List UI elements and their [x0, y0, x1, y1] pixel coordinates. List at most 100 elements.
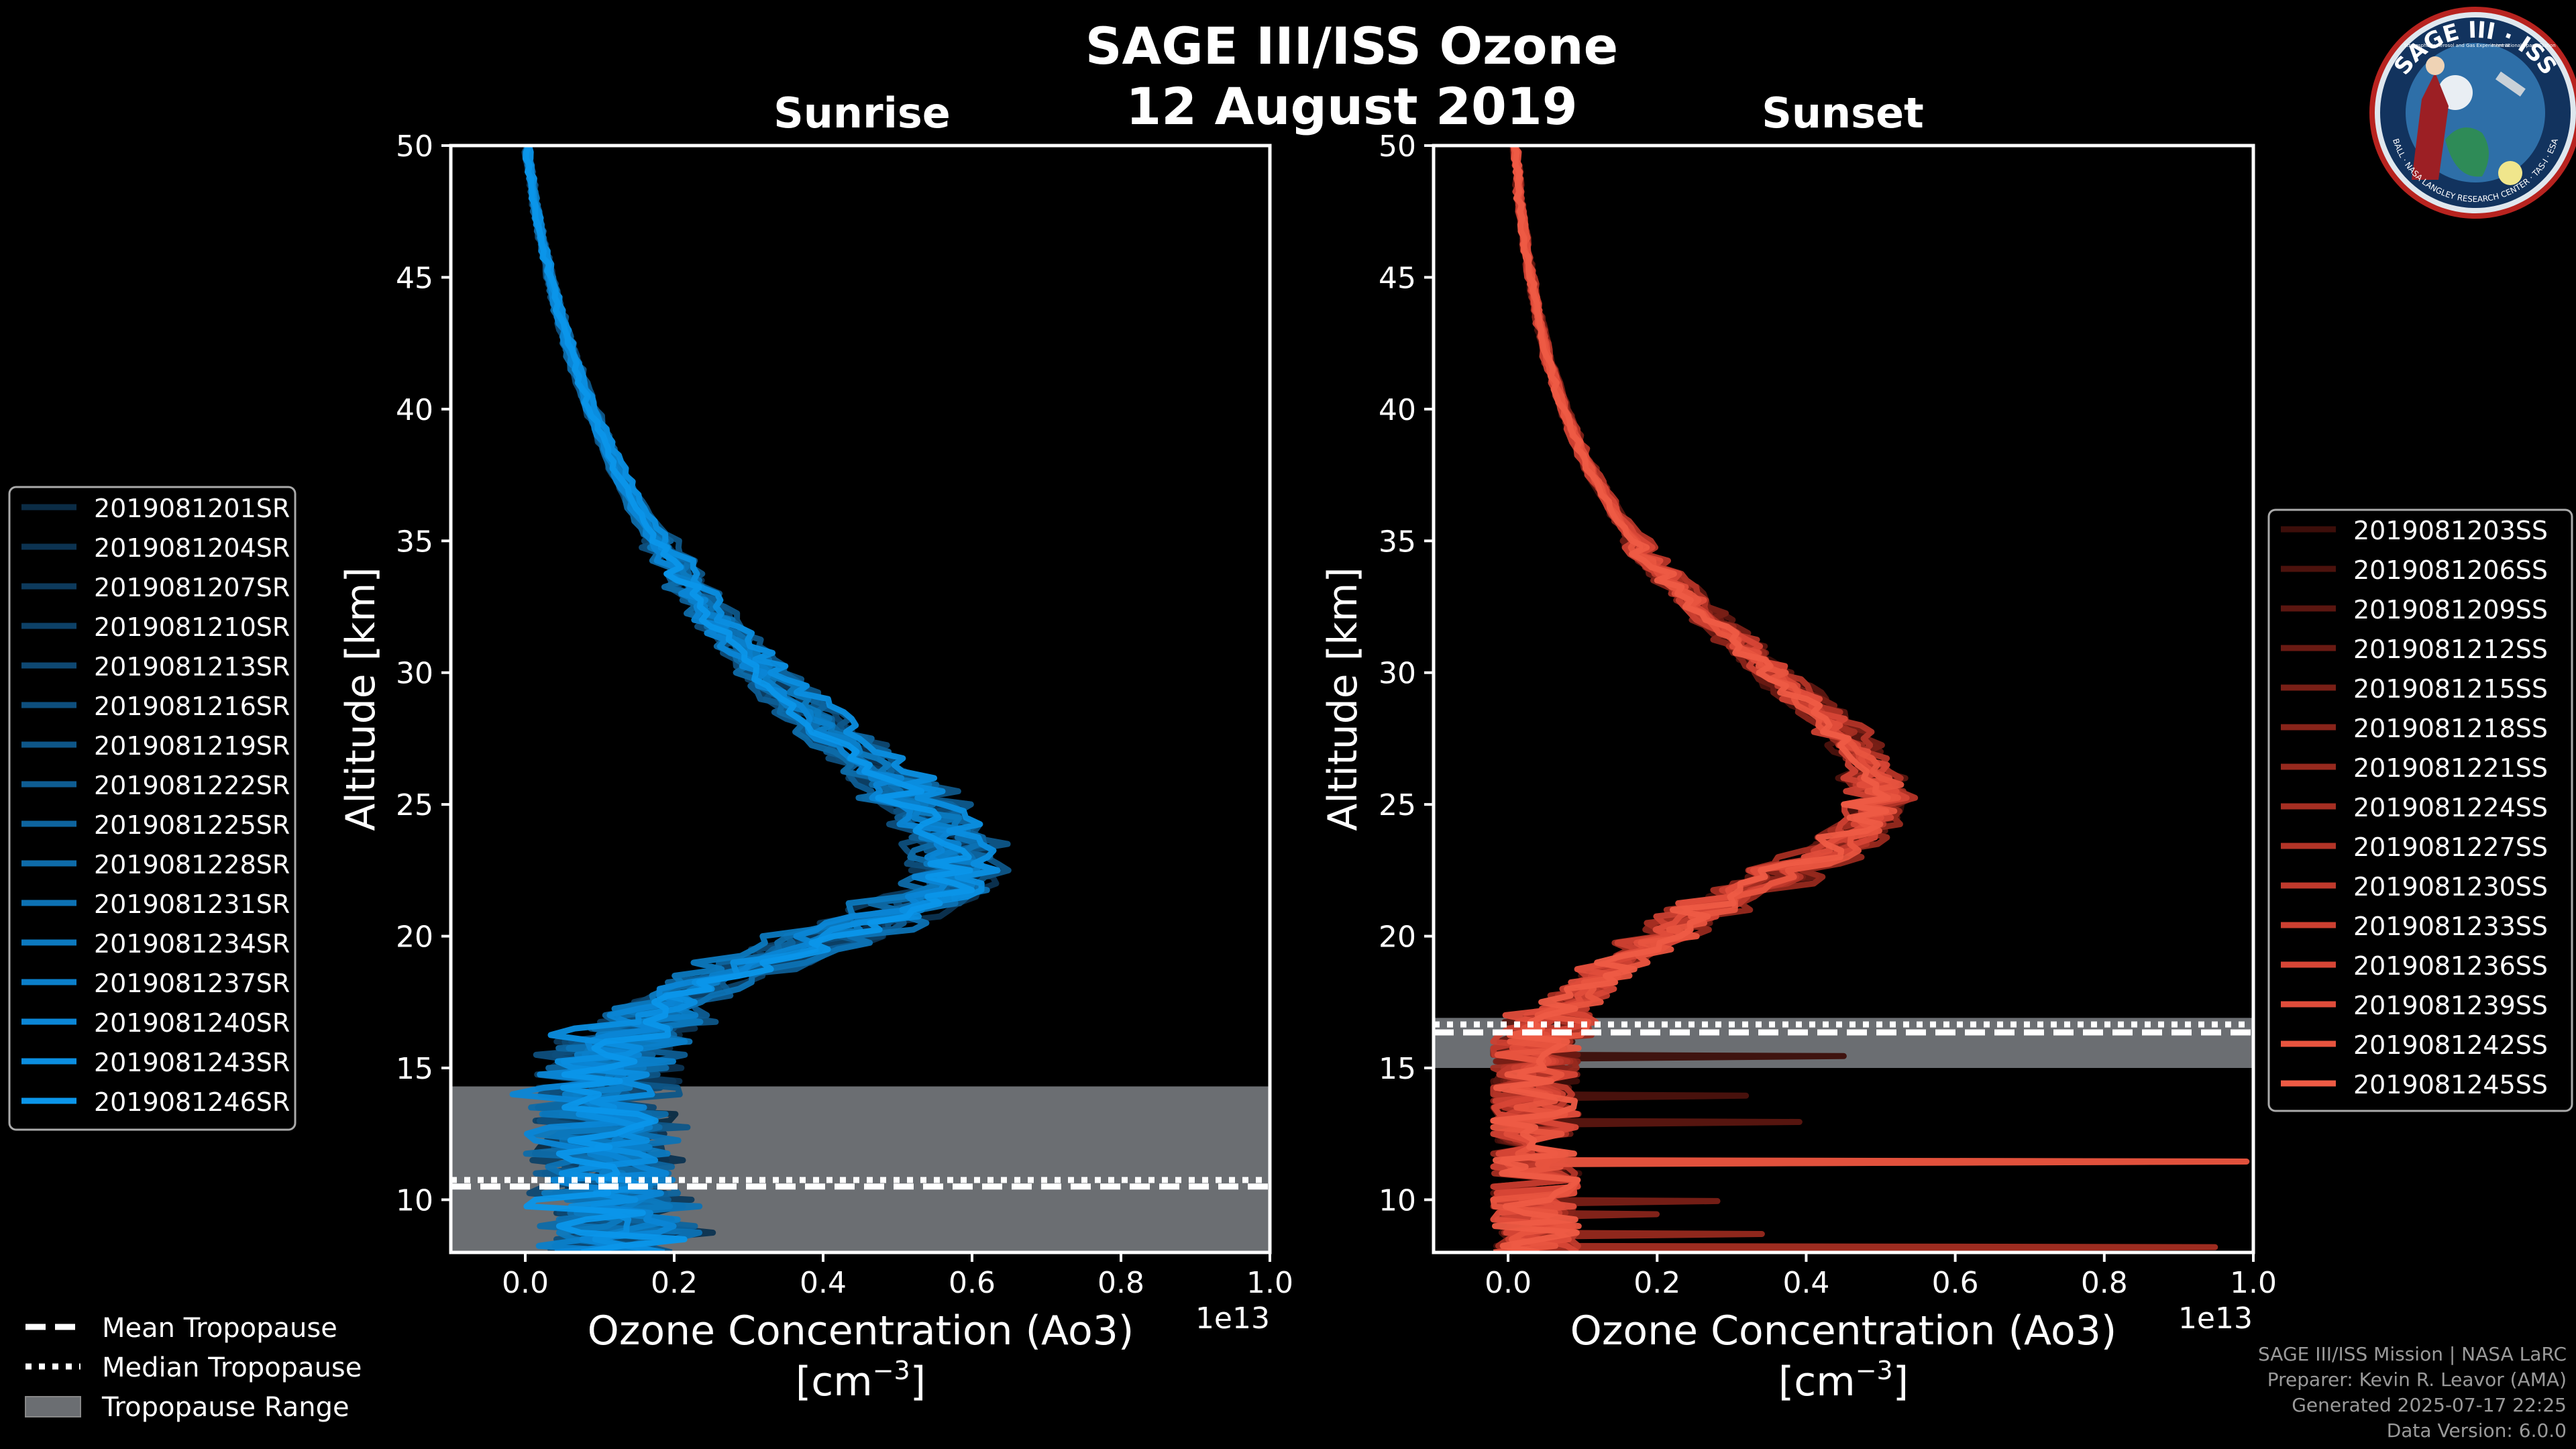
sunset-x-axis-unit: [cm−3]	[1778, 1356, 1909, 1405]
sunset-y-tick-label: 15	[1379, 1052, 1416, 1086]
sunrise-legend-label: 2019081204SR	[94, 533, 290, 563]
sunrise-y-tick-label: 50	[396, 129, 433, 164]
sunset-y-tick-label: 40	[1379, 393, 1416, 427]
sunrise-panel-title: Sunrise	[773, 89, 951, 138]
sunrise-legend: 2019081201SR 2019081204SR 2019081207SR 2019…	[8, 486, 297, 1131]
credits-generated: Generated 2025-07-17 22:25	[2292, 1394, 2567, 1416]
sunset-x-tick-label: 1.0	[2230, 1266, 2277, 1300]
tropopause-range-swatch	[25, 1396, 81, 1417]
sunrise-y-axis-label: Altitude [km]	[337, 567, 384, 831]
sunset-y-tick-label: 10	[1379, 1183, 1416, 1218]
sunrise-x-axis: 0.0 0.2 0.4 0.6 0.8 1.0	[502, 1252, 1293, 1300]
sunrise-legend-label: 2019081237SR	[94, 969, 290, 998]
sunrise-x-tick-label: 0.0	[502, 1266, 549, 1300]
sunrise-legend-label: 2019081243SR	[94, 1048, 290, 1077]
sunrise-legend-label: 2019081228SR	[94, 850, 290, 879]
sunset-legend-label: 2019081245SS	[2353, 1070, 2548, 1099]
sunset-legend-label: 2019081221SS	[2353, 753, 2548, 783]
sunset-legend-label: 2019081209SS	[2353, 595, 2548, 625]
sunset-panel-title: Sunset	[1762, 89, 1924, 138]
sunset-legend-label: 2019081227SS	[2353, 833, 2548, 862]
tropopause-legend: Mean Tropopause Median Tropopause Tropop…	[25, 1313, 362, 1423]
sunset-y-axis-label: Altitude [km]	[1320, 567, 1366, 831]
sunset-legend-frame	[2267, 508, 2573, 1112]
sunrise-y-tick-label: 25	[396, 788, 433, 822]
sunset-y-tick-label: 35	[1379, 525, 1416, 559]
sunset-y-tick-label: 30	[1379, 657, 1416, 691]
sunrise-y-tick-label: 35	[396, 525, 433, 559]
sunset-y-tick-label: 20	[1379, 920, 1416, 955]
sunset-legend: 2019081203SS 2019081206SS 2019081209SS 2019…	[2267, 508, 2573, 1112]
sunset-series-2019081245SS	[1490, 146, 1891, 1252]
credits-mission: SAGE III/ISS Mission | NASA LaRC	[2258, 1343, 2567, 1365]
sunrise-y-tick-label: 15	[396, 1052, 433, 1086]
sunrise-legend-label: 2019081231SR	[94, 890, 290, 919]
sunrise-legend-label: 2019081222SR	[94, 771, 290, 800]
sunset-y-tick-label: 25	[1379, 788, 1416, 822]
sunrise-x-tick-label: 0.8	[1097, 1266, 1144, 1300]
sunrise-x-axis-unit: [cm−3]	[796, 1356, 926, 1405]
sunset-legend-label: 2019081239SS	[2353, 991, 2548, 1020]
credits-block: SAGE III/ISS Mission | NASA LaRC Prepare…	[2258, 1342, 2567, 1444]
sunset-legend-label: 2019081233SS	[2353, 912, 2548, 941]
sunrise-legend-label: 2019081207SR	[94, 573, 290, 602]
sage-iii-iss-logo: SAGE III · ISS BALL · NASA LANGLEY RESEA…	[2369, 7, 2576, 219]
sunset-x-axis-label: Ozone Concentration (Ao3)	[1570, 1307, 2117, 1354]
sunrise-legend-label: 2019081216SR	[94, 692, 290, 721]
sunrise-y-tick-label: 40	[396, 393, 433, 427]
sunset-legend-label: 2019081203SS	[2353, 516, 2548, 545]
sunset-axes-frame	[1432, 144, 2255, 1254]
sunset-x-tick-label: 0.0	[1485, 1266, 1532, 1300]
sunset-legend-label: 2019081230SS	[2353, 872, 2548, 902]
mean-tropopause-label: Mean Tropopause	[102, 1313, 337, 1344]
credits-preparer: Preparer: Kevin R. Leavor (AMA)	[2267, 1368, 2567, 1391]
sunset-x-tick-label: 0.8	[2081, 1266, 2128, 1300]
sunrise-plot-area	[451, 146, 1270, 1252]
sunset-legend-label: 2019081236SS	[2353, 951, 2548, 981]
sunrise-y-tick-label: 20	[396, 920, 433, 955]
sunset-x-tick-label: 0.4	[1782, 1266, 1829, 1300]
sunset-y-tick-label: 45	[1379, 261, 1416, 295]
credits-version: Data Version: 6.0.0	[2386, 1419, 2567, 1442]
sunset-legend-label: 2019081206SS	[2353, 555, 2548, 585]
sunrise-legend-label: 2019081213SR	[94, 652, 290, 682]
sunrise-legend-label: 2019081210SR	[94, 612, 290, 642]
figure-title-line1: SAGE III/ISS Ozone	[1085, 16, 1618, 76]
sunrise-legend-label: 2019081225SR	[94, 810, 290, 840]
sunrise-legend-label: 2019081219SR	[94, 731, 290, 761]
sunset-legend-label: 2019081212SS	[2353, 635, 2548, 664]
sunrise-legend-label: 2019081240SR	[94, 1008, 290, 1038]
sunrise-series-2019081246SR	[523, 146, 975, 1252]
sunrise-x-tick-label: 0.6	[949, 1266, 996, 1300]
sunrise-y-tick-label: 10	[396, 1183, 433, 1218]
sunset-legend-label: 2019081215SS	[2353, 674, 2548, 704]
median-tropopause-label: Median Tropopause	[102, 1352, 362, 1383]
sunrise-y-tick-label: 30	[396, 657, 433, 691]
sunrise-y-tick-label: 45	[396, 261, 433, 295]
sunrise-legend-label: 2019081201SR	[94, 494, 290, 523]
sunset-x-offset-label: 1e13	[2178, 1301, 2253, 1336]
tropopause-range-label: Tropopause Range	[101, 1392, 350, 1423]
sunset-y-tick-label: 50	[1379, 129, 1416, 164]
sunrise-x-tick-label: 0.4	[800, 1266, 847, 1300]
sunset-legend-label: 2019081218SS	[2353, 714, 2548, 743]
sunset-x-axis: 0.0 0.2 0.4 0.6 0.8 1.0	[1485, 1252, 2277, 1300]
sunrise-x-tick-label: 1.0	[1246, 1266, 1293, 1300]
sunset-legend-label: 2019081224SS	[2353, 793, 2548, 822]
sunrise-x-offset-label: 1e13	[1195, 1301, 1270, 1336]
sunrise-x-tick-label: 0.2	[651, 1266, 698, 1300]
sunrise-series-2019081243SR	[525, 146, 1001, 1252]
sunset-y-axis: 10 15 20 25 30 35 40 45 50	[1379, 129, 1434, 1218]
sunset-x-tick-label: 0.6	[1932, 1266, 1979, 1300]
sunrise-x-axis-label: Ozone Concentration (Ao3)	[588, 1307, 1134, 1354]
logo-tagline-left: Stratospheric Aerosol and Gas Experiment…	[2404, 43, 2509, 48]
sunset-x-tick-label: 0.2	[1633, 1266, 1680, 1300]
logo-tagline-right: International Space Station	[2491, 43, 2555, 48]
figure-title-line2: 12 August 2019	[1126, 76, 1577, 136]
sunrise-y-axis: 10 15 20 25 30 35 40 45 50	[396, 129, 451, 1218]
sunrise-axes-frame	[449, 144, 1272, 1254]
sunset-legend-label: 2019081242SS	[2353, 1030, 2548, 1060]
